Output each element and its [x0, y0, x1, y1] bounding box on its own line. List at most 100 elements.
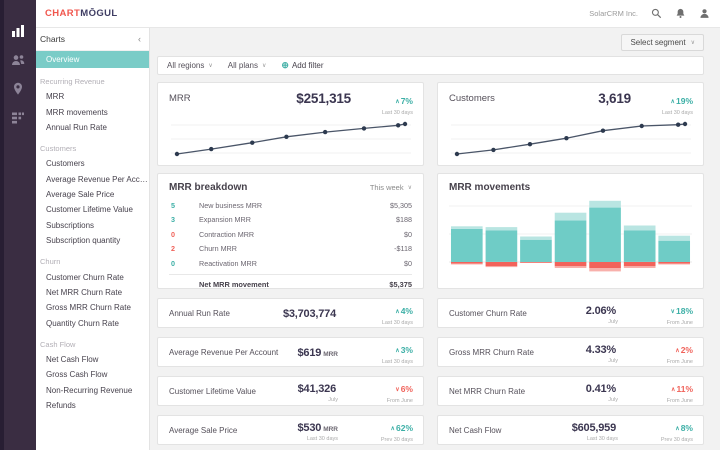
account-name[interactable]: SolarCRM Inc. [589, 9, 638, 18]
select-segment-button[interactable]: Select segment ∨ [621, 34, 704, 51]
customers-card[interactable]: Customers 3,619 ∧19% Last 30 days [437, 82, 704, 166]
user-icon[interactable] [699, 8, 710, 19]
arrow-up-icon: ∧ [395, 346, 400, 354]
metric-card-average-sale-price[interactable]: Average Sale Price $530 MRR Last 30 days … [157, 415, 424, 445]
region-filter-dropdown[interactable]: All regions ∨ [167, 61, 213, 70]
breakdown-value: $188 [396, 215, 412, 225]
arrow-up-icon: ∧ [675, 424, 680, 432]
arrow-up-icon: ∧ [390, 424, 395, 432]
metric-value: $530 MRR Last 30 days [297, 421, 338, 443]
sidebar-collapse-icon[interactable]: ‹ [138, 34, 141, 44]
customers-sparkline-chart [450, 121, 692, 157]
sidebar-item-overview[interactable]: Overview [36, 51, 149, 68]
sidebar-item-average-sale-price[interactable]: Average Sale Price [46, 190, 115, 200]
metric-card-customer-lifetime-value[interactable]: Customer Lifetime Value $41,326 July ∨6%… [157, 376, 424, 406]
metric-change: ∧11% From June [666, 383, 693, 404]
breakdown-count: 0 [171, 258, 175, 268]
breakdown-label: New business MRR [199, 200, 263, 210]
metric-change: ∧62% Prev 30 days [380, 422, 413, 443]
sidebar-item-customer-churn-rate[interactable]: Customer Churn Rate [46, 272, 124, 282]
mrr-card[interactable]: MRR $251,315 ∧7% Last 30 days [157, 82, 424, 166]
metrics-grid: Annual Run Rate $3,703,774 ∧4% Last 30 d… [157, 298, 704, 445]
arrow-up-icon: ∧ [675, 346, 680, 354]
breakdown-row-new-business: 5 New business MRR $5,305 [169, 198, 412, 213]
mrr-sparkline-chart [170, 121, 412, 157]
sidebar-item-customer-lifetime-value[interactable]: Customer Lifetime Value [46, 205, 133, 215]
sidebar-item-mrr[interactable]: MRR [46, 92, 65, 102]
sidebar-item-subscriptions[interactable]: Subscriptions [46, 220, 95, 230]
chevron-down-icon: ∨ [407, 185, 412, 191]
customers-icon[interactable] [11, 53, 25, 67]
breakdown-count: 0 [171, 229, 175, 239]
metric-change: ∧8% Prev 30 days [660, 422, 693, 443]
breakdown-total-label: Net MRR movement [199, 279, 269, 289]
metric-label: Customer Churn Rate [449, 308, 527, 318]
breakdown-total-value: $5,375 [389, 279, 412, 289]
add-filter-button[interactable]: ⊕ Add filter [281, 60, 323, 71]
breakdown-label: Expansion MRR [199, 215, 251, 225]
sidebar-item-arpa[interactable]: Average Revenue Per Acc… [46, 174, 148, 184]
sidebar-item-subscription-quantity[interactable]: Subscription quantity [46, 236, 121, 246]
sidebar-item-net-mrr-churn-rate[interactable]: Net MRR Churn Rate [46, 287, 123, 297]
sidebar-item-net-cash-flow[interactable]: Net Cash Flow [46, 355, 99, 365]
metric-value: 0.41% July [585, 382, 618, 404]
metric-label: Annual Run Rate [169, 308, 230, 318]
breakdown-period-label: This week [369, 183, 404, 192]
breakdown-row-reactivation: 0 Reactivation MRR $0 [169, 256, 412, 271]
logo-chart-text: CHART [45, 8, 81, 19]
metric-value: $605,959 Last 30 days [571, 421, 618, 443]
arrow-up-icon: ∧ [670, 98, 675, 105]
add-filter-label: Add filter [291, 61, 324, 70]
chartmogul-logo[interactable]: CHARTMŌGUL [45, 8, 118, 19]
mrr-card-change: ∧7% Last 30 days [361, 91, 413, 116]
mrr-card-title: MRR [169, 93, 191, 104]
mrr-movements-card: MRR movements [437, 173, 704, 289]
sidebar-item-gross-cash-flow[interactable]: Gross Cash Flow [46, 370, 108, 380]
sidebar-item-customers[interactable]: Customers [46, 159, 85, 169]
geo-icon[interactable] [11, 82, 25, 96]
metric-value: $41,326 July [297, 382, 338, 404]
sidebar-section-cash-flow: Cash Flow [40, 339, 76, 349]
charts-icon[interactable] [11, 24, 25, 38]
sidebar-item-quantity-churn-rate[interactable]: Quantity Churn Rate [46, 318, 119, 328]
sidebar-item-annual-run-rate[interactable]: Annual Run Rate [46, 122, 107, 132]
data-icon[interactable] [11, 111, 25, 125]
arrow-down-icon: ∨ [670, 307, 675, 315]
metric-label: Net Cash Flow [449, 425, 502, 435]
sidebar-item-non-recurring-revenue[interactable]: Non-Recurring Revenue [46, 385, 133, 395]
metric-change: ∧3% Last 30 days [381, 344, 413, 365]
bell-icon[interactable] [675, 8, 686, 19]
metric-label: Average Revenue Per Account [169, 347, 279, 357]
mrr-movements-title: MRR movements [449, 182, 531, 193]
metric-card-customer-churn-rate[interactable]: Customer Churn Rate 2.06% July ∨18% From… [437, 298, 704, 328]
mrr-change-percent: 7% [400, 96, 413, 106]
metric-card-net-mrr-churn-rate[interactable]: Net MRR Churn Rate 0.41% July ∧11% From … [437, 376, 704, 406]
sidebar-item-refunds[interactable]: Refunds [46, 401, 76, 411]
sidebar-item-gross-mrr-churn-rate[interactable]: Gross MRR Churn Rate [46, 303, 131, 313]
breakdown-period-dropdown[interactable]: This week ∨ [370, 183, 412, 192]
region-filter-label: All regions [167, 61, 205, 70]
sidebar-item-mrr-movements[interactable]: MRR movements [46, 107, 108, 117]
metric-value: $619 MRR [297, 346, 338, 359]
select-segment-label: Select segment [630, 38, 686, 47]
chevron-down-icon: ∨ [690, 40, 695, 46]
arrow-down-icon: ∨ [395, 385, 400, 393]
mrr-movements-chart [449, 200, 692, 272]
customers-card-value: 3,619 [598, 91, 631, 106]
customers-card-change: ∧19% Last 30 days [641, 91, 693, 116]
metric-card-gross-mrr-churn-rate[interactable]: Gross MRR Churn Rate 4.33% July ∧2% From… [437, 337, 704, 367]
filter-bar: All regions ∨ All plans ∨ ⊕ Add filter [157, 56, 704, 75]
metric-card-annual-run-rate[interactable]: Annual Run Rate $3,703,774 ∧4% Last 30 d… [157, 298, 424, 328]
breakdown-label: Reactivation MRR [199, 258, 257, 268]
plans-filter-label: All plans [227, 61, 259, 70]
breakdown-row-expansion: 3 Expansion MRR $188 [169, 213, 412, 228]
arrow-up-icon: ∧ [395, 98, 400, 105]
metric-card-average-revenue-per-account[interactable]: Average Revenue Per Account $619 MRR ∧3% … [157, 337, 424, 367]
mrr-card-value: $251,315 [296, 91, 351, 106]
metric-change: ∨6% From June [386, 383, 413, 404]
arrow-up-icon: ∧ [670, 385, 676, 393]
mrr-breakdown-title: MRR breakdown [169, 182, 248, 193]
metric-card-net-cash-flow[interactable]: Net Cash Flow $605,959 Last 30 days ∧8% … [437, 415, 704, 445]
search-icon[interactable] [651, 8, 662, 19]
plans-filter-dropdown[interactable]: All plans ∨ [228, 61, 267, 70]
